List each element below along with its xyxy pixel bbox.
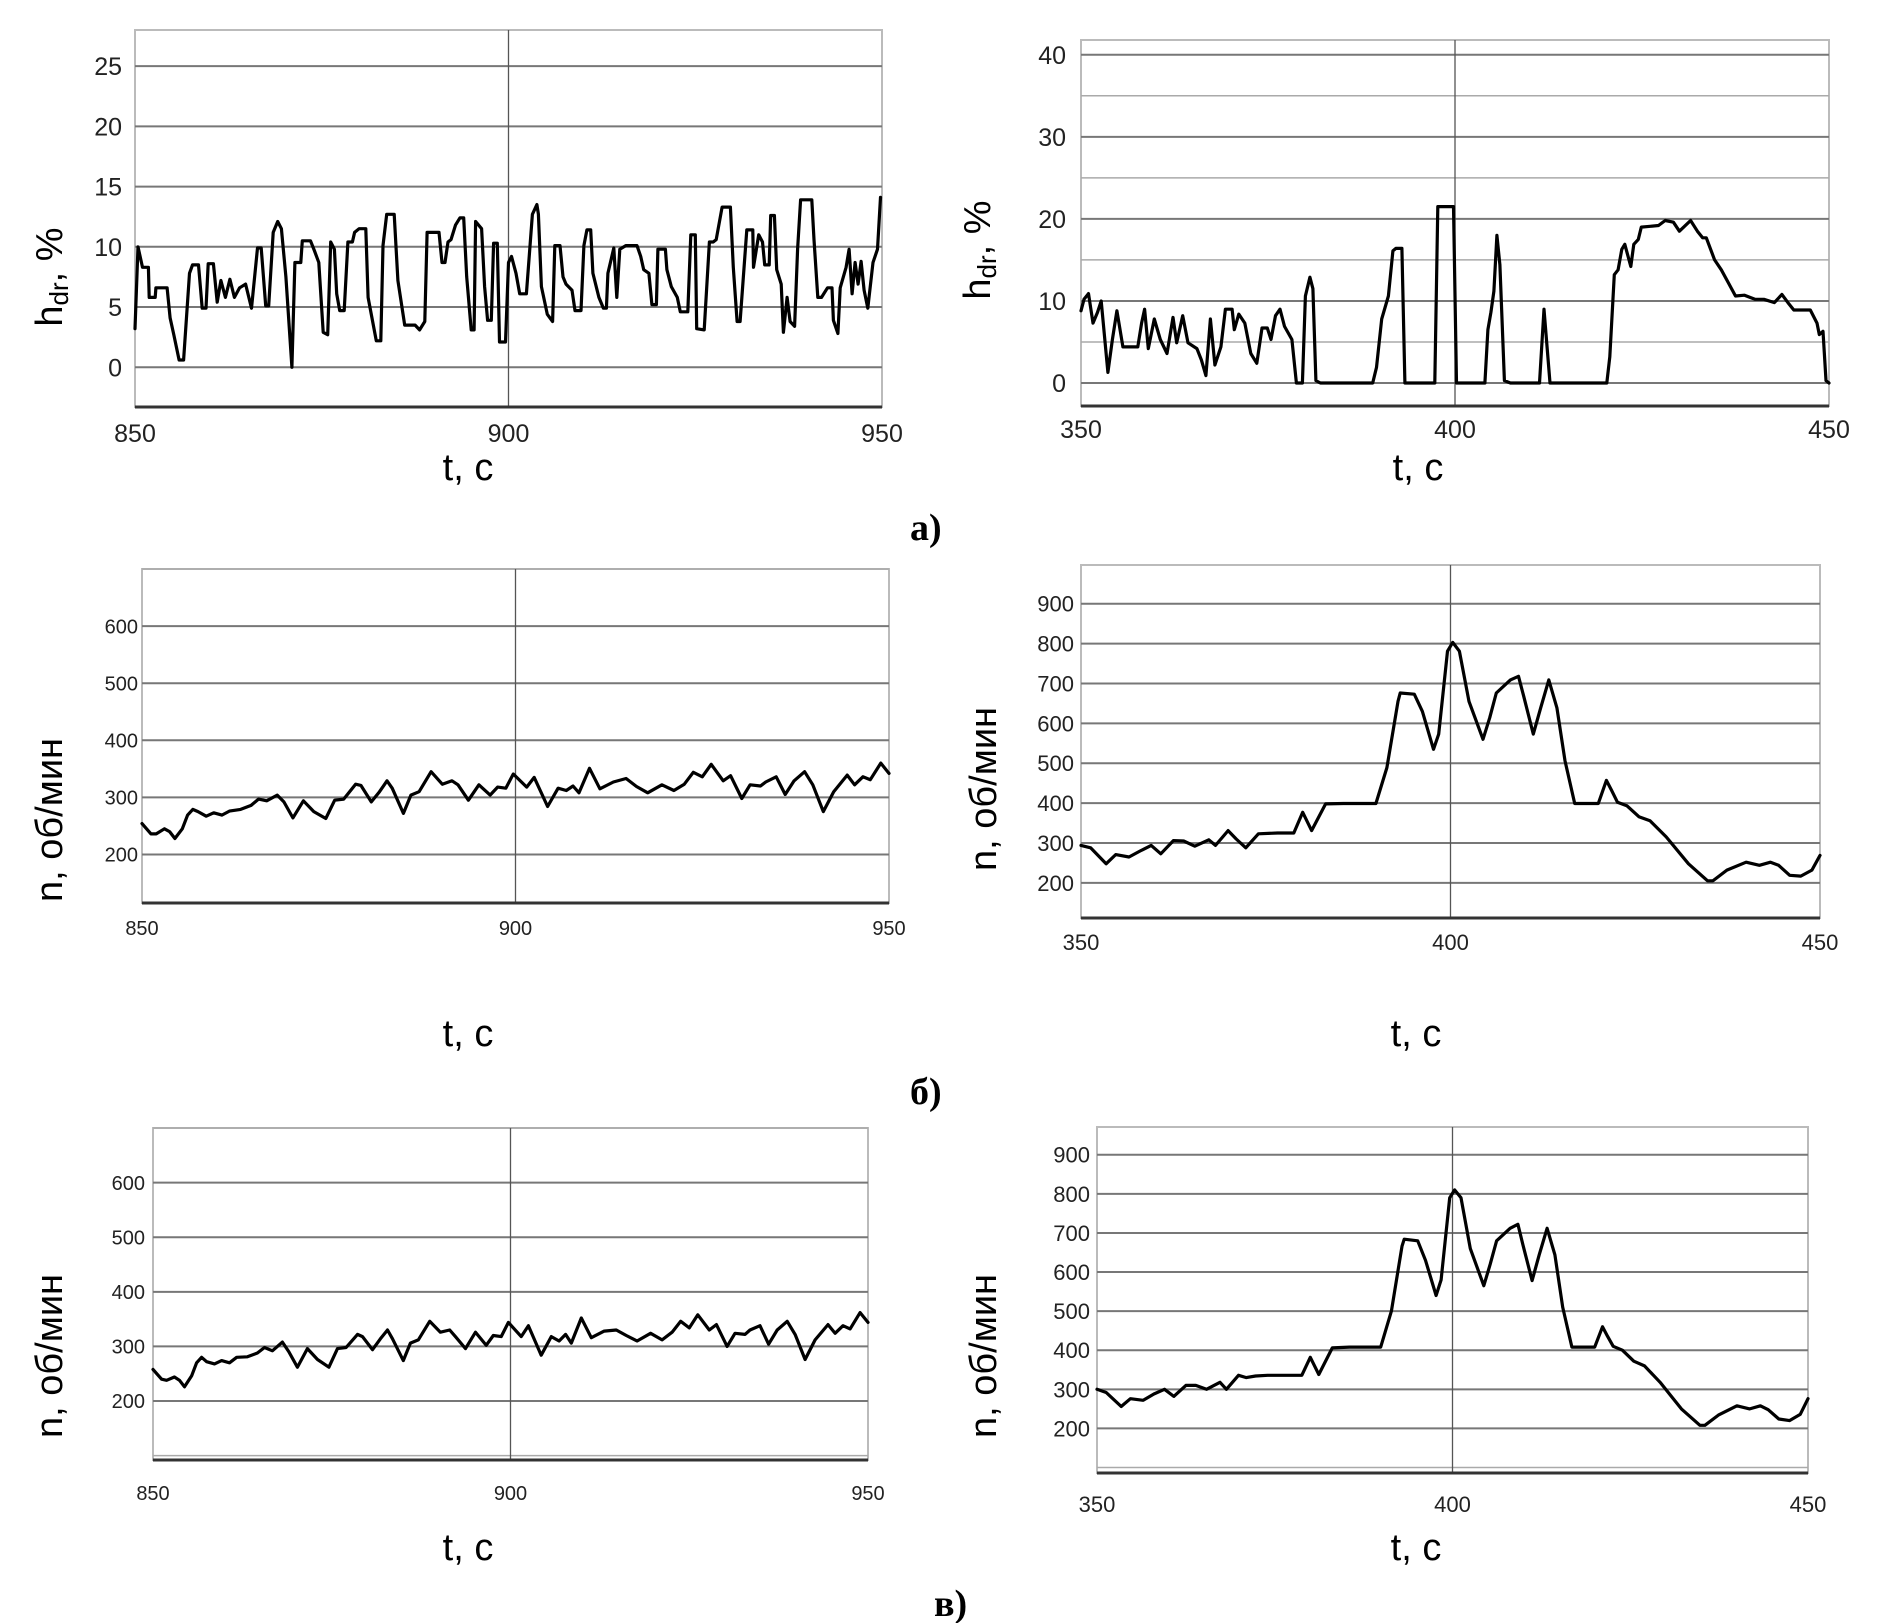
y-axis-label: hdr, % (957, 200, 1002, 299)
data-line (1095, 1188, 1810, 1427)
y-axis-label-main: n, об/мин (963, 707, 1005, 871)
y-tick-label: 800 (1053, 1182, 1090, 1207)
y-axis-label: hdr, % (29, 227, 74, 326)
x-tick-label: 950 (861, 420, 903, 448)
x-tick-label: 400 (1434, 1492, 1471, 1517)
x-axis-label: t, с (443, 1013, 494, 1055)
y-axis-label: n, об/мин (29, 1274, 71, 1438)
x-tick-label: 450 (1802, 930, 1839, 955)
y-tick-label: 400 (112, 1282, 145, 1304)
y-axis-label-main: h (29, 305, 71, 326)
x-tick-label: 450 (1790, 1492, 1827, 1517)
y-axis-label-main: n, об/мин (29, 1274, 71, 1438)
x-tick-label: 350 (1063, 930, 1100, 955)
x-tick-label: 450 (1808, 416, 1850, 444)
y-tick-label: 600 (1037, 711, 1074, 736)
y-tick-label: 300 (105, 788, 138, 810)
y-axis-label-subscript: dr (44, 282, 74, 305)
y-axis-label-main: h (957, 278, 999, 299)
x-tick-label: 850 (114, 420, 156, 448)
y-tick-label: 10 (1038, 288, 1066, 316)
y-tick-label: 20 (1038, 206, 1066, 234)
y-tick-label: 300 (112, 1337, 145, 1359)
y-tick-label: 500 (1037, 751, 1074, 776)
chart-3: 200 300 400 500 600 850 900 950 t, с n, об/мин (29, 568, 906, 1055)
y-tick-label: 400 (1053, 1338, 1090, 1363)
y-tick-label: 200 (1053, 1416, 1090, 1441)
y-tick-label: 400 (105, 730, 138, 752)
data-line (140, 761, 891, 841)
data-line (1079, 205, 1831, 385)
y-tick-label: 800 (1037, 631, 1074, 656)
y-tick-label: 30 (1038, 124, 1066, 152)
y-tick-label: 0 (108, 354, 122, 382)
y-tick-label: 500 (105, 673, 138, 695)
x-tick-label: 850 (125, 918, 158, 940)
y-tick-label: 400 (1037, 791, 1074, 816)
y-tick-label: 900 (1053, 1143, 1090, 1168)
y-tick-label: 0 (1052, 370, 1066, 398)
data-line (133, 195, 883, 369)
y-tick-label: 300 (1053, 1377, 1090, 1402)
y-tick-label: 15 (94, 174, 122, 202)
y-tick-label: 200 (112, 1391, 145, 1413)
chart-6: 200 300 400 500 600 700 800 900 350 400 450 t, с n, … (963, 1126, 1827, 1569)
y-tick-label: 10 (94, 234, 122, 262)
y-tick-label: 200 (1037, 871, 1074, 896)
x-axis-label: t, с (1391, 1527, 1442, 1569)
chart-1: 0 5 10 15 20 25 850 900 950 t, с hdr, % (29, 29, 903, 489)
y-axis-label-main: n, об/мин (963, 1274, 1005, 1438)
y-tick-label: 700 (1053, 1221, 1090, 1246)
chart-5: 200 300 400 500 600 850 900 950 t, с n, об/мин (29, 1127, 885, 1569)
x-axis-label: t, с (443, 1527, 494, 1569)
x-tick-label: 400 (1434, 416, 1476, 444)
x-tick-label: 900 (494, 1483, 527, 1505)
chart-2: 0 10 20 30 40 350 400 450 t, с hdr, % (957, 39, 1850, 489)
x-tick-label: 950 (851, 1483, 884, 1505)
y-tick-label: 20 (94, 113, 122, 141)
y-tick-label: 600 (112, 1173, 145, 1195)
x-axis-label: t, с (1393, 447, 1444, 489)
y-axis-label: n, об/мин (963, 1274, 1005, 1438)
data-line (151, 1310, 870, 1389)
x-tick-label: 900 (499, 918, 532, 940)
y-tick-label: 500 (112, 1227, 145, 1249)
panel-label-b: б) (910, 1071, 942, 1113)
panel-label-c: в) (934, 1583, 967, 1623)
x-axis-label: t, с (1391, 1013, 1442, 1055)
y-tick-label: 25 (94, 53, 122, 81)
x-tick-label: 400 (1432, 930, 1469, 955)
y-axis-label: n, об/мин (29, 738, 71, 902)
y-tick-label: 900 (1037, 592, 1074, 617)
y-axis-label: n, об/мин (963, 707, 1005, 871)
x-tick-label: 950 (872, 918, 905, 940)
panel-label-a: а) (910, 507, 942, 549)
y-tick-label: 5 (108, 294, 122, 322)
x-tick-label: 350 (1060, 416, 1102, 444)
y-tick-label: 300 (1037, 831, 1074, 856)
y-axis-label-subscript: dr (972, 255, 1002, 278)
y-tick-label: 200 (105, 845, 138, 867)
y-axis-label-suffix: , % (957, 200, 999, 255)
x-axis-label: t, с (443, 447, 494, 489)
x-tick-label: 350 (1079, 1492, 1116, 1517)
x-tick-label: 850 (136, 1483, 169, 1505)
y-tick-label: 600 (1053, 1260, 1090, 1285)
chart-4: 200 300 400 500 600 700 800 900 350 400 450 t, с n, … (963, 564, 1839, 1055)
y-tick-label: 500 (1053, 1299, 1090, 1324)
y-tick-label: 40 (1038, 42, 1066, 70)
y-tick-label: 600 (105, 616, 138, 638)
data-line (1079, 640, 1822, 883)
y-axis-label-suffix: , % (29, 227, 71, 282)
x-tick-label: 900 (488, 420, 530, 448)
y-tick-label: 700 (1037, 671, 1074, 696)
y-axis-label-main: n, об/мин (29, 738, 71, 902)
